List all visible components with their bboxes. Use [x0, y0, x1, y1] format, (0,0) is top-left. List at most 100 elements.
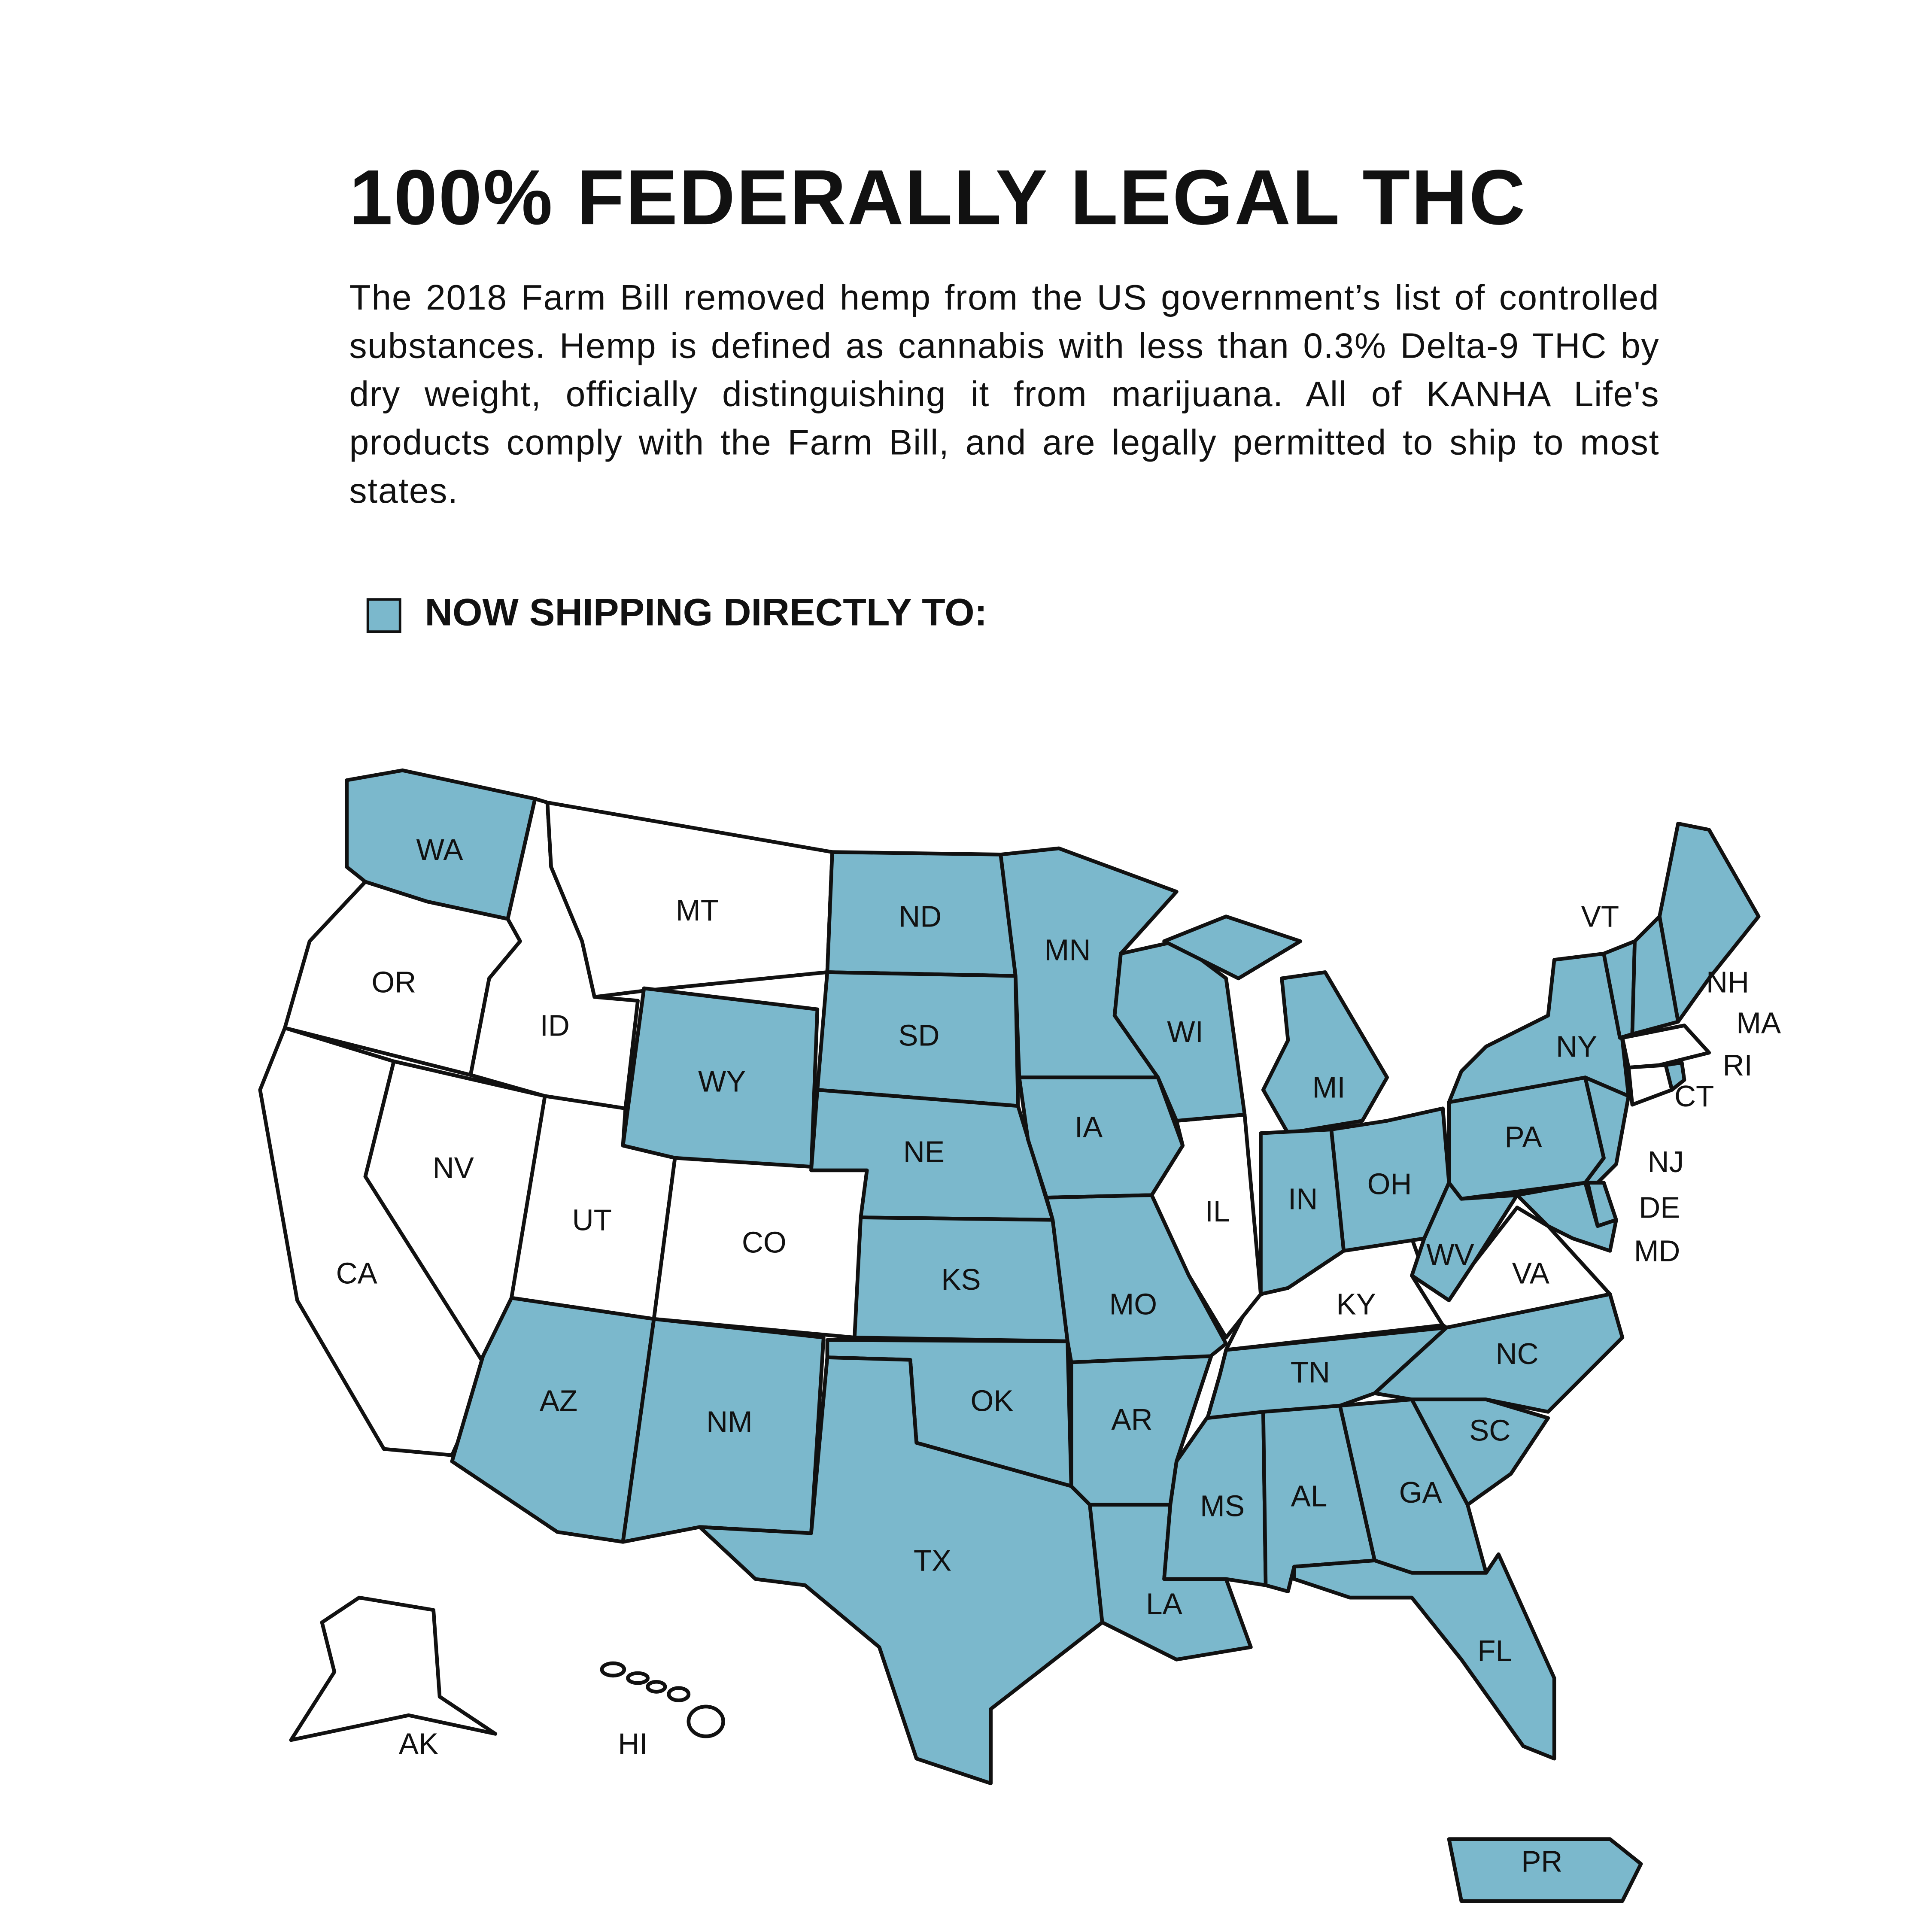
title: 100% FEDERALLY LEGAL THC [349, 155, 1527, 242]
state: MD [1515, 1181, 1680, 1267]
state-label: AK [399, 1727, 438, 1761]
state-label: IL [1205, 1194, 1230, 1228]
state: PR [1447, 1837, 1643, 1903]
state: CO [652, 1156, 869, 1340]
state-label: WI [1167, 1015, 1203, 1048]
state-label: AL [1291, 1479, 1327, 1513]
state-shape [1620, 1024, 1711, 1069]
state: KS [853, 1215, 1069, 1343]
state: AK [289, 1595, 498, 1761]
state-shape [1447, 951, 1631, 1104]
state-label: OK [971, 1384, 1014, 1418]
state-label: IN [1288, 1182, 1318, 1215]
state: IL [1150, 1112, 1263, 1340]
state-label: LA [1146, 1587, 1182, 1621]
state-label: WY [698, 1064, 746, 1098]
state-label: MN [1045, 933, 1091, 967]
state-shape [626, 1671, 650, 1685]
state-shape [698, 1355, 1104, 1786]
state-label: NH [1706, 966, 1749, 999]
state: WA [345, 768, 537, 921]
state-shape [687, 1704, 725, 1738]
state-label: MA [1736, 1006, 1781, 1040]
state-label: MT [676, 893, 719, 927]
state: IA [1017, 1075, 1185, 1200]
state-label: VT [1581, 900, 1619, 933]
state-label: DE [1639, 1191, 1680, 1224]
state-label: NV [433, 1151, 474, 1185]
state-shape [1292, 1552, 1556, 1761]
state-label: TX [914, 1544, 951, 1577]
state-label: UT [572, 1203, 612, 1236]
state-label: MO [1109, 1288, 1157, 1321]
state-label: NC [1496, 1337, 1539, 1370]
state-shape [1112, 939, 1247, 1123]
state-label: CO [742, 1225, 787, 1259]
state-label: RI [1722, 1048, 1752, 1082]
state: SD [815, 970, 1020, 1108]
state-shape [289, 1595, 498, 1742]
state-label: ID [540, 1009, 570, 1042]
state-label: IA [1075, 1110, 1103, 1144]
state: WY [621, 986, 820, 1173]
state: IN [1259, 1127, 1346, 1296]
state-label: NY [1556, 1030, 1597, 1063]
state-label: SD [898, 1019, 939, 1052]
state-shape [1630, 914, 1680, 1036]
state-label: OH [1367, 1167, 1412, 1201]
state-label: ND [899, 900, 942, 933]
state: PA [1447, 1075, 1606, 1201]
state: HI [600, 1661, 725, 1761]
state: RI [1664, 1048, 1753, 1092]
state-shape [667, 1686, 691, 1702]
state: NM [621, 1317, 826, 1544]
state-label: HI [618, 1727, 647, 1761]
state: MA [1620, 1006, 1781, 1069]
state-label: NE [903, 1135, 945, 1169]
state-label: MS [1200, 1489, 1245, 1523]
state-label: NM [706, 1405, 753, 1439]
state-label: SC [1469, 1414, 1510, 1447]
state: DE [1586, 1181, 1680, 1228]
state-label: GA [1399, 1476, 1443, 1509]
state: OH [1329, 1106, 1451, 1253]
state-label: PA [1504, 1120, 1542, 1154]
state-label: KS [941, 1263, 981, 1296]
legend-swatch [366, 598, 401, 633]
state-shape [1259, 1127, 1346, 1296]
state-label: AZ [540, 1384, 577, 1418]
state-shape [1447, 1837, 1643, 1903]
state-label: WV [1426, 1238, 1474, 1271]
state-label: AR [1111, 1403, 1152, 1436]
state-label: KY [1336, 1288, 1376, 1321]
state-label: PR [1521, 1845, 1562, 1878]
state: MT [545, 800, 834, 999]
state-shape [1150, 1112, 1263, 1340]
state-label: FL [1477, 1634, 1512, 1668]
state-label: WA [416, 833, 464, 866]
state-label: VA [1512, 1256, 1550, 1290]
state: MI [1162, 914, 1389, 1135]
state-label: MD [1634, 1234, 1680, 1267]
state-shape [1162, 914, 1303, 981]
state-shape [600, 1661, 626, 1678]
state-label: MI [1312, 1071, 1346, 1104]
state: NH [1630, 914, 1749, 1036]
state-shape [1664, 1060, 1686, 1092]
legend-label: NOW SHIPPING DIRECTLY TO: [425, 590, 987, 634]
state-label: OR [371, 966, 416, 999]
state-shape [1261, 970, 1389, 1135]
state: TX [698, 1355, 1104, 1786]
state-shape [646, 1680, 667, 1694]
state-label: TN [1291, 1355, 1330, 1389]
state: FL [1292, 1552, 1556, 1761]
state: WI [1112, 939, 1247, 1123]
state: ND [825, 850, 1018, 978]
state-shape [1515, 1181, 1618, 1253]
state-label: CA [336, 1256, 378, 1290]
state: NY [1447, 951, 1631, 1104]
description: The 2018 Farm Bill removed hemp from the… [349, 279, 1660, 512]
